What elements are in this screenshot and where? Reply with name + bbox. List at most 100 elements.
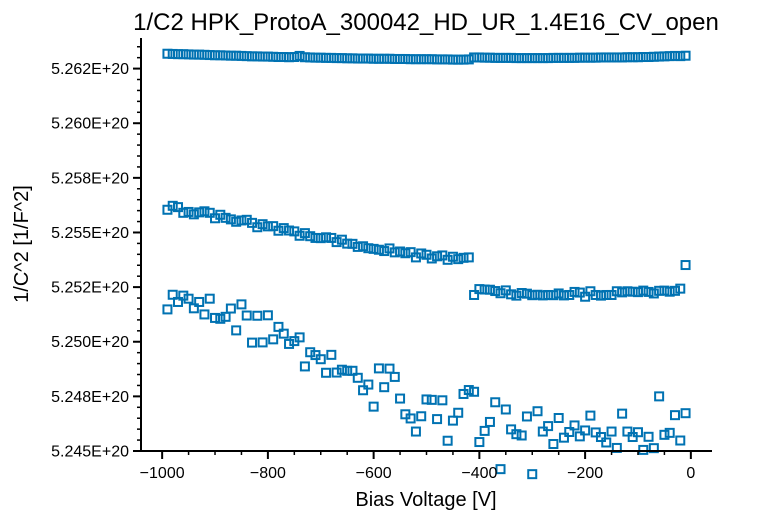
data-point [400,248,411,259]
data-point [638,285,649,296]
data-point [648,288,659,299]
data-point [527,290,538,301]
data-point [585,410,596,421]
data-point [326,52,337,63]
data-point [183,206,194,217]
data-point [580,52,591,63]
data-point [521,53,532,64]
data-point [664,427,675,438]
data-point [379,246,390,257]
data-point [257,219,268,230]
y-tick-label: 5.252E+20 [51,280,129,297]
data-point [574,431,585,442]
data-point [680,260,691,271]
data-point [521,411,532,422]
data-point [490,286,501,297]
data-point [247,337,258,348]
data-point [558,432,569,443]
data-point [299,361,310,372]
data-point [162,304,173,315]
x-axis-label: Bias Voltage [V] [355,489,496,511]
data-point [252,51,263,62]
data-point [405,413,416,424]
data-point [410,426,421,437]
data-point [188,49,199,60]
data-point [569,420,580,431]
data-point [516,430,527,441]
data-point [458,54,469,65]
data-point [358,53,369,64]
data-point [659,285,670,296]
data-point [595,432,606,443]
data-point [474,437,485,448]
data-point [643,431,654,442]
data-point [474,52,485,63]
data-point [183,293,194,304]
y-tick-label: 5.255E+20 [51,225,129,242]
data-point [553,52,564,63]
data-point [373,363,384,374]
data-point [284,338,295,349]
data-point [553,288,564,299]
data-point [595,290,606,301]
data-point [289,52,300,63]
data-point [321,367,332,378]
data-point [527,469,538,480]
data-point [352,241,363,252]
data-point [469,386,480,397]
data-point [268,334,279,345]
data-point [564,426,575,437]
y-tick-label: 5.245E+20 [51,444,129,461]
data-point [188,303,199,314]
data-point [252,310,263,321]
data-point [484,52,495,63]
data-point [278,328,289,339]
x-tick-label: −800 [250,465,286,482]
data-point [405,247,416,258]
data-point [537,426,548,437]
data-point [426,394,437,405]
data-point [580,425,591,436]
data-point [490,397,501,408]
data-point [215,50,226,61]
data-point [294,230,305,241]
data-point [569,52,580,63]
data-point [336,53,347,64]
data-point [199,206,210,217]
data-point [532,289,543,300]
data-point [257,337,268,348]
data-point [225,214,236,225]
data-point [368,53,379,64]
data-point [225,303,236,314]
data-point [384,53,395,64]
y-tick-label: 5.248E+20 [51,389,129,406]
data-point [373,244,384,255]
data-point [611,286,622,297]
data-point [447,54,458,65]
data-point [268,51,279,62]
data-point [664,51,675,62]
data-point [405,54,416,65]
data-point [305,347,316,358]
data-point [648,443,659,454]
data-point [659,51,670,62]
data-point [516,53,527,64]
data-point [675,283,686,294]
data-markers [162,48,691,480]
data-point [543,421,554,432]
data-point [453,407,464,418]
data-point [632,52,643,63]
x-axis-ticks: −1000 −800 −600 −400 −200 0 [140,451,695,482]
data-point [479,52,490,63]
data-point [463,54,474,65]
data-point [622,286,633,297]
data-point [305,52,316,63]
data-point [543,53,554,64]
data-point [215,313,226,324]
data-point [675,51,686,62]
data-point [315,233,326,244]
data-point [373,53,384,64]
data-point [421,54,432,65]
data-point [262,221,273,232]
